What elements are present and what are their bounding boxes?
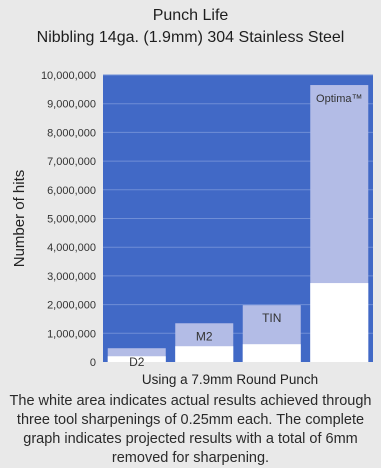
y-tick-label: 10,000,000 <box>41 70 96 82</box>
y-tick-label: 5,000,000 <box>47 214 96 226</box>
bar-actual <box>242 344 301 362</box>
chart-title: Punch Life <box>152 7 229 24</box>
bar-label: M2 <box>196 329 213 343</box>
y-tick-label: 6,000,000 <box>47 185 96 197</box>
y-tick-label: 3,000,000 <box>47 271 96 283</box>
bar-actual <box>310 283 369 362</box>
y-tick-label: 9,000,000 <box>47 99 96 111</box>
chart-subtitle: Nibbling 14ga. (1.9mm) 304 Stainless Ste… <box>36 29 345 46</box>
x-axis-title: Using a 7.9mm Round Punch <box>142 372 318 387</box>
y-axis-title: Number of hits <box>11 170 28 268</box>
chart-footnote: The white area indicates actual results … <box>9 393 372 466</box>
y-tick-label: 2,000,000 <box>47 300 96 312</box>
bar-actual <box>107 356 166 362</box>
punch-life-bar-chart: 0 1,000,000 2,000,000 3,000,000 4,000,000 5,0… <box>11 70 373 387</box>
bar-actual <box>175 346 234 362</box>
bar-label: Optima™ <box>316 93 362 105</box>
bar-label: D2 <box>129 355 145 369</box>
bar-label: TIN <box>262 311 281 325</box>
y-tick-label: 8,000,000 <box>47 127 96 139</box>
y-tick-label: 4,000,000 <box>47 242 96 254</box>
y-tick-label: 7,000,000 <box>47 156 96 168</box>
y-tick-label: 1,000,000 <box>47 328 96 340</box>
y-tick-label: 0 <box>90 357 96 369</box>
